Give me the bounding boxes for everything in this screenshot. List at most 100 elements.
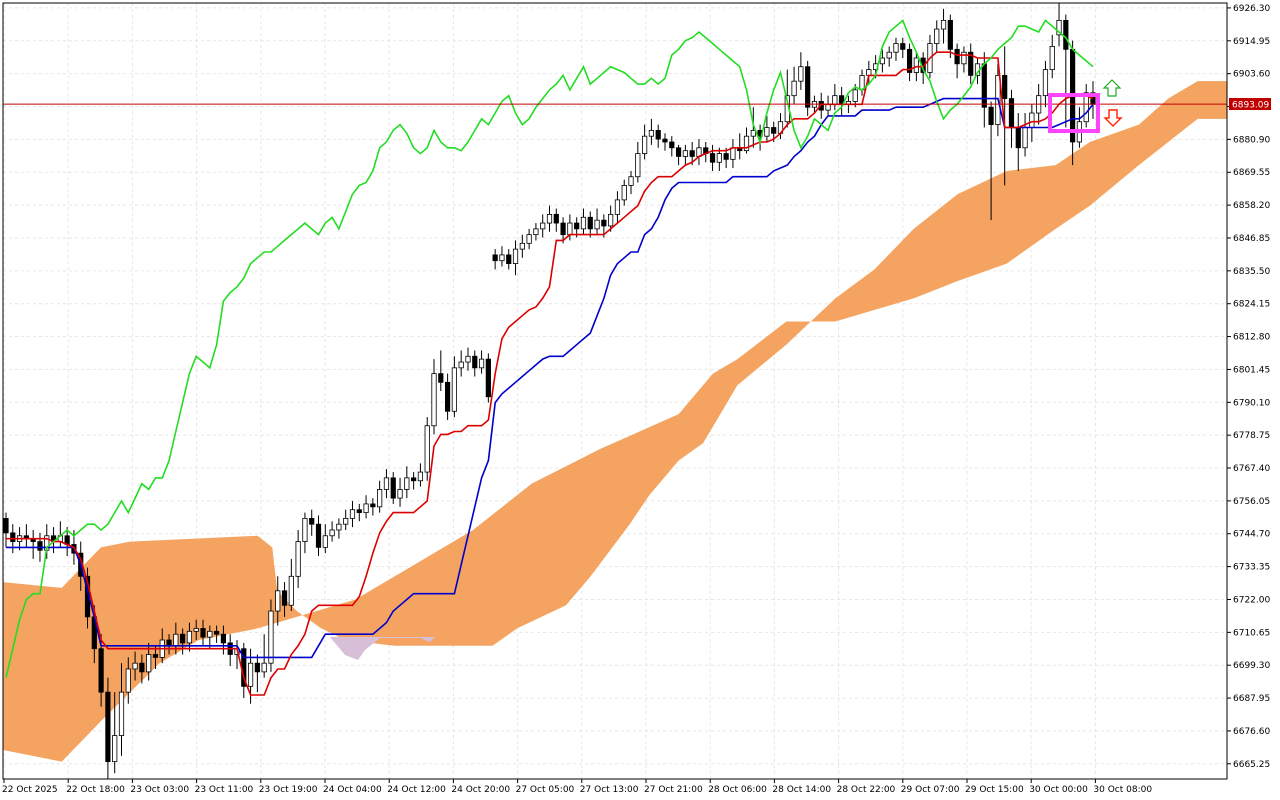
candle-body bbox=[879, 57, 885, 65]
candle-body bbox=[431, 373, 437, 427]
candle-body bbox=[594, 219, 600, 230]
candle-body bbox=[329, 529, 335, 537]
candle-body bbox=[743, 135, 750, 152]
y-tick-label: 6710.65 bbox=[1233, 628, 1270, 638]
candle-body bbox=[764, 127, 770, 137]
candle-body bbox=[268, 610, 274, 664]
candle-body bbox=[709, 153, 716, 163]
candle-body bbox=[451, 367, 457, 412]
x-tick-label: 28 Oct 06:00 bbox=[708, 785, 767, 795]
candle-body bbox=[662, 138, 668, 143]
x-tick-label: 27 Oct 13:00 bbox=[580, 785, 639, 795]
candle-body bbox=[750, 130, 756, 137]
x-tick-label: 28 Oct 14:00 bbox=[772, 785, 831, 795]
ichimoku-cloud bbox=[3, 81, 1227, 762]
y-tick-label: 6744.70 bbox=[1233, 530, 1270, 540]
x-tick-label: 27 Oct 21:00 bbox=[644, 785, 703, 795]
tenkan-sen-line bbox=[6, 51, 1094, 696]
candle-body bbox=[689, 150, 695, 157]
candle-body bbox=[730, 147, 736, 160]
candle-body bbox=[166, 639, 172, 647]
candle-body bbox=[893, 43, 899, 53]
candle-body bbox=[411, 477, 417, 482]
candle-body bbox=[98, 648, 104, 693]
candle-body bbox=[587, 216, 593, 230]
kumo-area bbox=[3, 81, 1227, 762]
candle-body bbox=[512, 248, 519, 264]
candle-body bbox=[961, 51, 967, 65]
candle-body bbox=[377, 489, 383, 508]
x-tick-label: 27 Oct 05:00 bbox=[516, 785, 575, 795]
candle-body bbox=[1008, 98, 1015, 128]
candle-body bbox=[832, 95, 838, 105]
y-tick-label: 6880.90 bbox=[1233, 135, 1270, 145]
candle-body bbox=[655, 130, 661, 140]
candle-body bbox=[281, 590, 288, 606]
candle-body bbox=[628, 176, 634, 186]
time-axis[interactable]: 22 Oct 2025 22 Oct 18:00 23 Oct 03:00 23 Oc… bbox=[2, 779, 1152, 795]
price-axis[interactable]: 6926.306914.956903.606892.256880.906869.… bbox=[1227, 4, 1270, 770]
candle-body bbox=[417, 471, 424, 482]
candle-body bbox=[302, 518, 308, 542]
y-tick-label: 6812.80 bbox=[1233, 333, 1270, 343]
candle-body bbox=[553, 213, 559, 224]
candle-body bbox=[288, 575, 294, 606]
candle-body bbox=[322, 535, 328, 548]
candle-body bbox=[363, 503, 369, 514]
candle-body bbox=[349, 509, 356, 519]
candle-body bbox=[519, 242, 525, 250]
x-tick-label: 23 Oct 11:00 bbox=[195, 785, 254, 795]
candle-body bbox=[818, 101, 824, 111]
x-tick-label: 30 Oct 00:00 bbox=[1029, 785, 1088, 795]
candle-body bbox=[37, 541, 43, 551]
candle-body bbox=[207, 630, 213, 638]
x-tick-label: 28 Oct 22:00 bbox=[837, 785, 896, 795]
y-tick-label: 6835.50 bbox=[1233, 267, 1270, 277]
current-price-tag: 6893.09 bbox=[1229, 98, 1271, 111]
candle-body bbox=[621, 185, 627, 201]
x-tick-label: 24 Oct 12:00 bbox=[387, 785, 446, 795]
candle-body bbox=[1049, 46, 1055, 70]
candle-body bbox=[214, 630, 220, 635]
candle-body bbox=[669, 141, 675, 149]
candle-body bbox=[716, 153, 722, 163]
y-tick-label: 6869.55 bbox=[1233, 168, 1270, 178]
candle-body bbox=[608, 213, 614, 227]
x-tick-label: 24 Oct 20:00 bbox=[451, 785, 510, 795]
candle-body bbox=[1083, 92, 1089, 123]
signal-overlay bbox=[1048, 79, 1123, 133]
y-tick-label: 6767.40 bbox=[1233, 464, 1270, 474]
x-tick-label: 29 Oct 15:00 bbox=[965, 785, 1024, 795]
y-tick-label: 6926.30 bbox=[1233, 4, 1270, 14]
candle-body bbox=[383, 477, 390, 490]
candle-body bbox=[404, 477, 410, 490]
candle-body bbox=[478, 358, 485, 369]
candle-body bbox=[438, 373, 444, 383]
candle-body bbox=[1056, 19, 1062, 36]
candle-body bbox=[275, 590, 281, 612]
candle-body bbox=[152, 654, 159, 658]
candle-body bbox=[1042, 69, 1049, 97]
candle-body bbox=[472, 355, 478, 369]
y-tick-label: 6733.35 bbox=[1233, 563, 1270, 573]
candle-body bbox=[125, 668, 131, 693]
indicator-lines bbox=[5, 19, 1094, 696]
candle-body bbox=[465, 355, 471, 363]
y-tick-label: 6665.25 bbox=[1233, 760, 1270, 770]
candle-body bbox=[112, 735, 118, 763]
candle-body bbox=[1022, 127, 1028, 149]
candle-body bbox=[771, 127, 777, 134]
candle-body bbox=[261, 662, 267, 673]
candle-body bbox=[852, 89, 858, 102]
y-tick-label: 6790.10 bbox=[1233, 398, 1270, 408]
candle-body bbox=[567, 222, 573, 236]
chikou-span-line bbox=[5, 19, 1094, 678]
candle-body bbox=[825, 103, 831, 111]
candle-body bbox=[675, 147, 682, 157]
candle-body bbox=[485, 358, 491, 398]
candle-body bbox=[343, 518, 349, 525]
down-arrow-icon bbox=[1103, 109, 1123, 127]
y-tick-label: 6756.05 bbox=[1233, 497, 1270, 507]
candle-body bbox=[642, 135, 648, 154]
